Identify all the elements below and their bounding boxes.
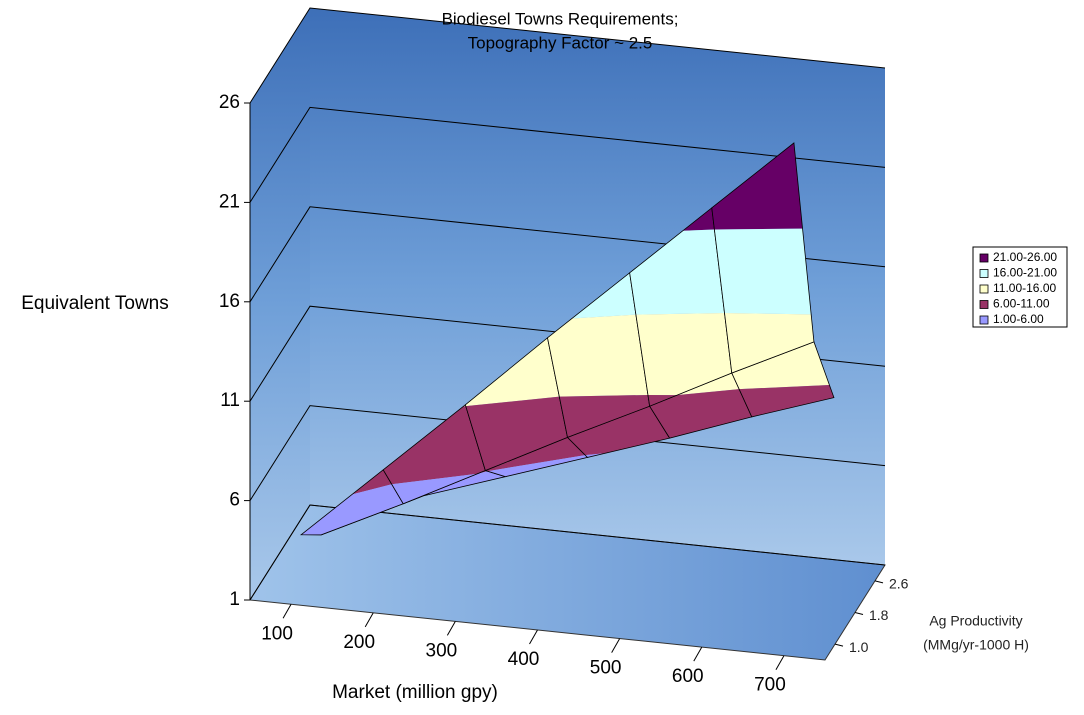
z-tick-label: 1.0 [849,639,869,655]
surface-band [548,315,648,397]
y-tick-label: 21 [219,191,240,212]
z-tick [855,613,863,615]
y-tick-label: 1 [229,589,240,610]
x-tick-label: 200 [343,632,375,653]
legend-swatch [980,316,988,324]
x-tick-label: 700 [754,675,786,696]
x-tick [530,630,538,644]
x-tick-label: 400 [508,649,540,670]
legend-swatch [980,301,988,309]
chart: Biodiesel Towns Requirements; Topography… [0,0,1084,715]
y-tick-label: 6 [229,490,240,511]
legend-swatch [980,270,988,278]
y-tick-label: 16 [219,291,240,312]
z-tick [875,581,883,583]
x-tick [612,639,620,653]
y-tick-label: 26 [219,92,240,113]
x-tick-label: 300 [426,640,458,661]
z-axis-label: (MMg/yr-1000 H) [923,637,1029,653]
x-tick-label: 600 [672,666,704,687]
x-tick [365,613,373,627]
y-axis-label: Equivalent Towns [21,293,169,314]
x-tick-label: 500 [590,658,622,679]
z-tick-label: 2.6 [889,576,909,592]
x-axis-label: Market (million gpy) [332,682,498,703]
y-tick-label: 11 [220,390,240,411]
x-tick [694,647,702,661]
surface-band [714,229,811,315]
side-wall [250,8,310,600]
legend-swatch [980,285,988,293]
chart-subtitle: Topography Factor ~ 2.5 [468,33,653,52]
z-tick-label: 1.8 [869,607,889,623]
legend-label: 11.00-16.00 [993,281,1056,295]
legend-label: 1.00-6.00 [993,312,1044,326]
legend-label: 16.00-21.00 [993,266,1057,280]
x-tick [283,604,291,618]
z-axis-label: Ag Productivity [929,613,1022,629]
x-tick [776,656,784,670]
z-tick [835,644,843,646]
x-tick-label: 100 [261,623,293,644]
x-tick [447,621,455,635]
legend-label: 6.00-11.00 [993,297,1050,311]
legend-swatch [980,254,988,262]
legend-label: 21.00-26.00 [993,250,1057,264]
